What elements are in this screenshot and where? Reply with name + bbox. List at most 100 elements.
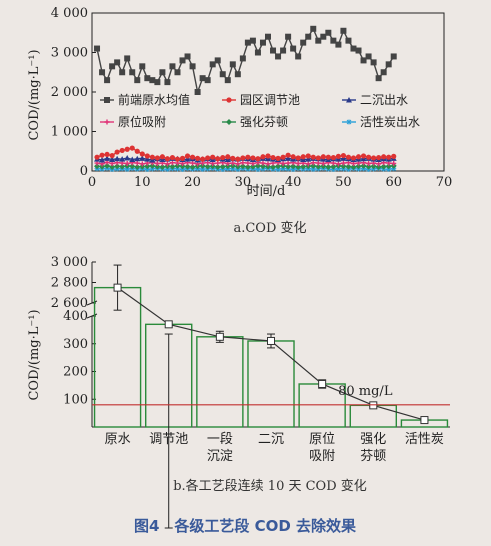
data-point <box>129 145 135 151</box>
y-tick-label: 1 000 <box>51 125 88 140</box>
data-point <box>330 160 336 166</box>
data-point <box>184 163 191 170</box>
data-point <box>315 37 322 44</box>
category-label: 芬顿 <box>360 449 386 464</box>
data-point <box>255 156 261 162</box>
x-tick-label: 60 <box>385 175 402 190</box>
data-point <box>255 166 261 172</box>
data-point <box>164 156 171 162</box>
data-point <box>285 155 292 161</box>
data-point <box>275 163 282 170</box>
data-point <box>225 154 231 160</box>
chart-a-y-axis: 0 1 000 2 000 3 000 4 000 <box>51 6 96 179</box>
data-point <box>214 57 221 64</box>
data-point <box>94 163 101 170</box>
data-point <box>124 146 130 152</box>
data-point <box>234 71 241 78</box>
data-point <box>124 166 130 172</box>
data-point <box>210 154 216 160</box>
data-point <box>104 155 111 161</box>
data-point <box>199 162 206 169</box>
data-point <box>254 162 261 169</box>
data-point <box>184 153 191 159</box>
data-point <box>345 37 352 44</box>
data-point <box>113 283 122 292</box>
data-point <box>114 163 121 170</box>
data-point <box>320 154 326 160</box>
data-point <box>230 160 236 166</box>
data-point <box>340 152 347 159</box>
data-point <box>144 156 151 162</box>
legend-label: 园区调节池 <box>240 93 300 107</box>
data-point <box>234 163 241 170</box>
data-point <box>275 53 282 60</box>
data-point <box>99 69 106 76</box>
data-point <box>219 163 226 170</box>
data-point <box>310 160 316 166</box>
data-point <box>154 160 160 166</box>
data-point <box>215 332 224 341</box>
category-label: 吸附 <box>309 449 335 464</box>
data-point <box>290 45 297 52</box>
data-point <box>325 154 331 160</box>
data-point <box>366 160 372 166</box>
data-point <box>270 164 277 171</box>
data-point <box>119 69 126 76</box>
category-label: 活性炭 <box>405 432 444 447</box>
data-point <box>280 47 287 54</box>
legend-label: 原位吸附 <box>118 114 166 129</box>
data-point <box>346 119 352 125</box>
data-point <box>220 154 226 161</box>
data-point <box>109 164 116 171</box>
data-point <box>250 155 256 161</box>
data-point <box>94 45 101 52</box>
axis-break-mark <box>86 300 98 319</box>
data-point <box>325 29 332 36</box>
data-point <box>159 164 166 171</box>
x-tick-label: 70 <box>436 175 453 190</box>
data-point <box>370 163 377 170</box>
data-point <box>300 163 307 170</box>
data-point <box>265 161 271 167</box>
data-point <box>139 163 146 170</box>
data-point <box>260 154 266 160</box>
data-point <box>134 160 140 166</box>
chart-a-x-axis: 0 10 20 30 40 50 60 70 <box>88 167 452 190</box>
category-label: 沉淀 <box>207 449 233 464</box>
y-tick-label: 100 <box>63 392 88 407</box>
data-point <box>380 163 387 170</box>
data-point <box>254 49 261 56</box>
chart-a: 0 1 000 2 000 3 000 4 000 0 10 20 30 40 50 60 70 前端… <box>27 6 452 236</box>
data-point <box>209 61 216 68</box>
y-tick-label: 300 <box>63 337 88 352</box>
data-point <box>239 163 246 170</box>
data-point <box>184 53 191 60</box>
data-point <box>104 162 111 169</box>
data-point <box>149 77 156 84</box>
data-point <box>235 156 241 162</box>
data-point <box>391 153 397 159</box>
data-point <box>119 163 126 170</box>
data-point <box>285 152 291 158</box>
data-point <box>265 153 271 159</box>
data-point <box>195 155 201 161</box>
data-point <box>340 160 346 166</box>
x-tick-label: 50 <box>335 175 352 190</box>
data-point <box>249 163 256 170</box>
data-point <box>164 320 173 329</box>
data-point <box>295 160 301 166</box>
data-point <box>229 61 236 68</box>
legend-label: 活性炭出水 <box>360 115 420 129</box>
data-point <box>139 151 145 157</box>
data-point <box>290 166 296 172</box>
data-point <box>365 53 372 60</box>
data-point <box>295 53 302 60</box>
data-point <box>205 155 211 161</box>
trend-line <box>117 287 425 421</box>
data-point <box>159 154 165 160</box>
legend-label: 强化芬顿 <box>240 115 288 129</box>
chart-b: 2 600 2 800 3 000 100 200 300 400 80 mg/L 原水 调节… <box>27 255 450 529</box>
data-point <box>154 155 160 161</box>
